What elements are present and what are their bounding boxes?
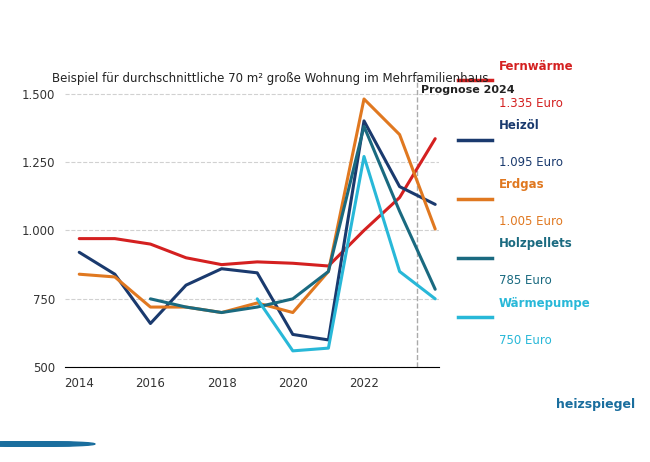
Circle shape bbox=[0, 442, 70, 446]
Text: Wärmepumpe: Wärmepumpe bbox=[499, 297, 591, 310]
Circle shape bbox=[0, 442, 52, 446]
Text: 1.095 Euro: 1.095 Euro bbox=[499, 156, 563, 169]
Text: Beispiel für durchschnittliche 70 m² große Wohnung im Mehrfamilienhaus: Beispiel für durchschnittliche 70 m² gro… bbox=[52, 72, 489, 85]
Text: Stand: 09/2024   |   Daten: www.co2online.de   |   Grafik: www.heizspiegel.de: Stand: 09/2024 | Daten: www.co2online.de… bbox=[78, 440, 386, 449]
Text: 1.335 Euro: 1.335 Euro bbox=[499, 97, 563, 110]
Text: Erdgas: Erdgas bbox=[499, 178, 545, 191]
Text: 1.005 Euro: 1.005 Euro bbox=[499, 215, 563, 228]
Text: Prognose 2024: Prognose 2024 bbox=[421, 85, 515, 95]
Circle shape bbox=[7, 442, 98, 446]
Text: heizspiegel: heizspiegel bbox=[560, 440, 630, 450]
Text: 785 Euro: 785 Euro bbox=[499, 274, 552, 287]
Circle shape bbox=[0, 442, 81, 446]
Circle shape bbox=[0, 442, 55, 446]
Text: heizspiegel: heizspiegel bbox=[556, 398, 634, 411]
Circle shape bbox=[10, 442, 95, 446]
Text: Heizöl: Heizöl bbox=[499, 119, 540, 132]
Text: 750 Euro: 750 Euro bbox=[499, 334, 552, 346]
Text: Entwicklung der Heizkosten in Deutschland: Entwicklung der Heizkosten in Deutschlan… bbox=[70, 17, 580, 36]
Text: Fernwärme: Fernwärme bbox=[499, 60, 574, 73]
Circle shape bbox=[0, 442, 84, 446]
Text: Holzpellets: Holzpellets bbox=[499, 237, 573, 250]
Circle shape bbox=[0, 442, 66, 446]
